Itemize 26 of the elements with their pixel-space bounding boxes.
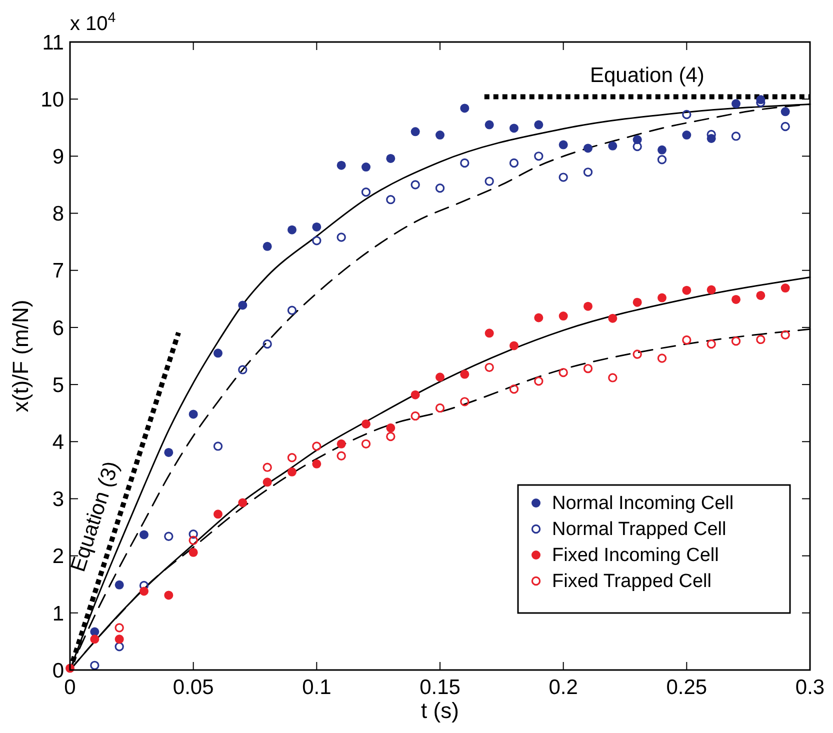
- y-tick-label: 0: [52, 659, 64, 682]
- legend-label: Fixed Incoming Cell: [552, 545, 719, 566]
- x-tick-label: 0.3: [795, 676, 825, 699]
- x-tick-label: 0.15: [420, 676, 460, 699]
- y-tick-label: 10: [40, 88, 64, 112]
- y-tick-label: 9: [52, 146, 64, 169]
- legend-label: Normal Incoming Cell: [552, 493, 734, 514]
- y-tick-label: 11: [42, 31, 64, 54]
- y-tick-label: 5: [52, 374, 64, 397]
- y-tick-label: 3: [52, 488, 64, 512]
- legend-label: Normal Trapped Cell: [552, 519, 726, 540]
- x-tick-label: 0.1: [302, 676, 332, 699]
- x-tick-label: 0.05: [172, 676, 214, 699]
- annotation: Equation (4): [590, 64, 704, 88]
- x-tick-label: 0.2: [548, 676, 578, 699]
- y-axis-title: x(t)/F (m/N): [8, 300, 33, 412]
- y-tick-label: 7: [52, 260, 64, 283]
- legend-label: Fixed Trapped Cell: [552, 571, 712, 592]
- y-tick-label: 1: [52, 602, 64, 626]
- x-axis-title: t (s): [421, 698, 459, 723]
- y-tick-label: 6: [52, 316, 64, 340]
- y-tick-label: 4: [52, 430, 64, 454]
- text: x 10$^{4}$: [70, 9, 116, 35]
- y-tick-label: 2: [52, 545, 64, 568]
- x-tick-label: 0.25: [666, 676, 708, 699]
- y-tick-label: 8: [52, 202, 64, 226]
